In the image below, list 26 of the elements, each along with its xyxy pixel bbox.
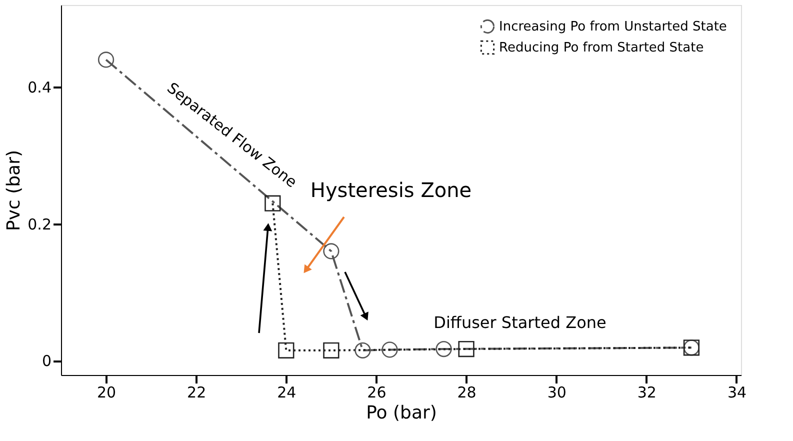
point bbox=[323, 342, 340, 358]
point bbox=[264, 195, 281, 212]
legend-label: Reducing Po from Started State bbox=[499, 40, 704, 56]
point bbox=[382, 342, 398, 358]
point bbox=[98, 52, 114, 68]
x-tick-label: 30 bbox=[547, 384, 566, 402]
point bbox=[436, 340, 452, 358]
x-tick-label: 24 bbox=[277, 384, 296, 402]
x-tick-label: 20 bbox=[96, 384, 116, 402]
annotation: Hysteresis Zone bbox=[310, 178, 472, 202]
x-tick-label: 26 bbox=[367, 384, 386, 402]
x-tick-label: 34 bbox=[727, 384, 747, 402]
x-tick-label: 22 bbox=[187, 384, 206, 402]
x-axis-title: Po (bar) bbox=[366, 402, 437, 424]
x-tick-label: 32 bbox=[637, 384, 656, 402]
y-axis-title: Pvc (bar) bbox=[4, 150, 25, 232]
y-tick-label: 0 bbox=[42, 352, 52, 370]
y-tick-label: 0.2 bbox=[28, 215, 52, 234]
point bbox=[458, 340, 474, 358]
point bbox=[354, 342, 371, 358]
point bbox=[278, 342, 294, 358]
y-tick-label: 0.4 bbox=[28, 78, 52, 97]
annotation: Diffuser Started Zone bbox=[434, 313, 606, 332]
x-tick-label: 28 bbox=[457, 384, 476, 402]
point bbox=[323, 243, 340, 260]
legend-label: Increasing Po from Unstarted State bbox=[499, 20, 727, 34]
